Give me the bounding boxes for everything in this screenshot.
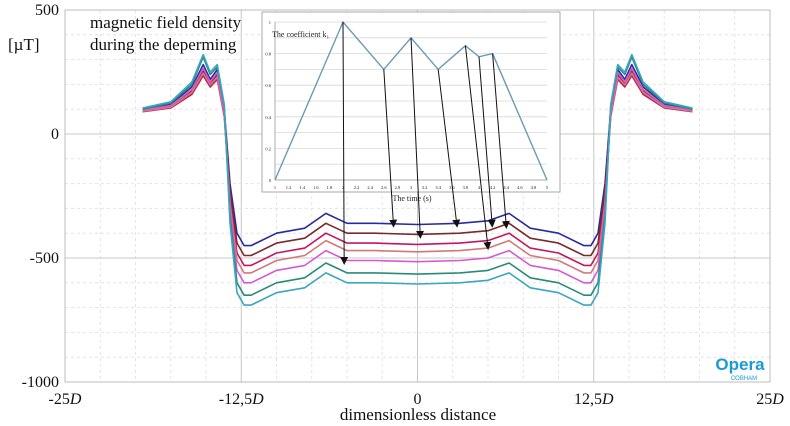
x-tick-label: -12,5D [219,391,264,408]
arrow [437,69,461,228]
inset-x-tick-label: 2.8 [395,185,401,190]
inset-x-tick-label: 2 [342,185,344,190]
inset-y-tick-label: 0.8 [265,52,271,57]
inset-x-tick-label: 2.2 [354,185,360,190]
inset-title: The coefficient k₁ [272,30,329,39]
inset-x-tick-label: 4.2 [490,185,496,190]
inset-x-tick-label: 5 [546,185,549,190]
opera-logo: Opera COBHAM [715,355,765,382]
svg-text:Opera: Opera [715,355,765,374]
arrows-group [340,21,510,265]
inset-x-tick-label: 3 [410,185,413,190]
main-series-group [142,53,693,306]
x-tick-label: 12,5D [574,391,614,408]
plot-border [64,9,771,383]
y-tick-label: 0 [51,126,59,143]
y-tick-label: -1000 [22,374,59,391]
inset-x-tick-label: 4.6 [517,185,523,190]
inset-x-tick-label: 2.6 [381,185,387,190]
inset-x-tick-label: 1.6 [313,185,319,190]
arrow [478,56,496,228]
inset-x-tick-label: 2.4 [367,185,373,190]
x-tick-labels: -25D -12,5D 0 12,5D 25D [49,391,785,408]
y-tick-label: 500 [35,2,59,19]
y-tick-labels: 500 0 -500 -1000 [22,2,59,391]
x-tick-label: -25D [49,391,82,408]
y-tick-label: -500 [30,250,59,267]
arrow [410,37,425,239]
arrow [340,21,349,265]
inset-x-tick-label: 4 [478,185,481,190]
inset-x-tick-label: 1 [274,185,276,190]
x-tick-label: 25D [756,391,784,408]
inset-y-tick-label: 0.2 [265,146,271,151]
inset-x-tick-label: 4.8 [531,185,537,190]
inset-y-tick-label: 0.4 [265,115,271,120]
inset-y-tick-label: 0 [269,178,272,183]
arrow [383,69,398,228]
inset-y-tick-labels: 0 0.2 0.4 0.6 0.8 1 [265,20,271,183]
arrow [492,53,510,229]
inset-x-tick-label: 1.4 [299,185,305,190]
series-line-7 [142,53,693,306]
inset-x-axis-label: The time (s) [392,194,431,203]
annotation-line-2: during the deperming [90,35,237,54]
inset-x-tick-labels: 1 1.2 1.4 1.6 1.8 2 2.2 2.4 2.6 2.8 3 3.2 3.4 3.6 3.8 4… [274,185,549,190]
svg-text:COBHAM: COBHAM [731,376,757,382]
x-tick-label: 0 [414,391,422,408]
inset-x-tick-label: 4.4 [503,185,509,190]
inset-x-tick-label: 1.8 [327,185,333,190]
inset-x-tick-label: 3.2 [422,185,428,190]
arrow [464,45,492,251]
inset-y-tick-label: 1 [269,20,271,25]
inset-x-tick-label: 3.8 [463,185,469,190]
y-axis-unit-label: [µT] [8,35,40,54]
series-line-5 [142,67,693,284]
inset-x-tick-label: 3.4 [435,185,441,190]
inset-x-tick-label: 1.2 [286,185,292,190]
inset-y-tick-label: 0.6 [265,83,271,88]
annotation-line-1: magnetic field density [90,13,242,32]
x-axis-label: dimensionless distance [340,405,496,424]
